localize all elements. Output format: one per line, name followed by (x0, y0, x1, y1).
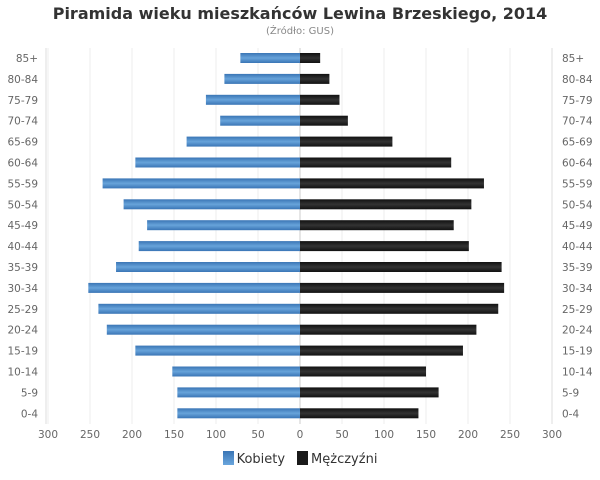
legend-label: Kobiety (236, 452, 286, 467)
bar-kobiety (177, 408, 300, 419)
category-label-right: 70-74 (562, 116, 593, 128)
category-label-right: 50-54 (562, 199, 593, 211)
x-tick-label: 250 (500, 429, 520, 441)
category-label-left: 50-54 (7, 199, 38, 211)
bar-kobiety (98, 303, 301, 314)
x-tick-label: 0 (297, 429, 304, 441)
bar-kobiety (172, 366, 300, 377)
legend-swatch (222, 451, 234, 465)
category-label-left: 65-69 (7, 137, 38, 149)
category-label-right: 0-4 (562, 408, 579, 420)
bar-kobiety (147, 220, 300, 231)
bar-mezczyzni (300, 178, 484, 189)
x-tick-label: 50 (335, 429, 348, 441)
bar-mezczyzni (300, 282, 505, 293)
x-tick-label: 200 (458, 429, 478, 441)
x-tick-label: 250 (80, 429, 100, 441)
category-label-left: 35-39 (7, 262, 38, 274)
bar-kobiety (220, 115, 300, 126)
legend: Kobiety Mężczyźni (0, 451, 600, 467)
bar-mezczyzni (300, 73, 330, 84)
bar-mezczyzni (300, 157, 452, 168)
legend-label: Mężczyźni (311, 452, 378, 467)
bar-mezczyzni (300, 241, 469, 252)
category-label-right: 25-29 (562, 304, 593, 316)
bar-mezczyzni (300, 345, 463, 356)
category-label-right: 40-44 (562, 241, 593, 253)
bar-kobiety (177, 387, 300, 398)
category-label-right: 15-19 (562, 346, 593, 358)
category-label-right: 60-64 (562, 158, 593, 170)
bar-mezczyzni (300, 387, 439, 398)
category-label-left: 15-19 (7, 346, 38, 358)
x-tick-label: 100 (206, 429, 226, 441)
chart-title: Piramida wieku mieszkańców Lewina Brzesk… (52, 4, 548, 23)
category-label-right: 80-84 (562, 74, 593, 86)
bar-kobiety (116, 262, 300, 272)
bar-mezczyzni (300, 408, 419, 419)
bar-kobiety (123, 199, 300, 210)
bar-mezczyzni (300, 262, 502, 272)
category-label-left: 45-49 (7, 220, 38, 232)
category-label-left: 40-44 (7, 241, 38, 253)
category-label-right: 75-79 (562, 95, 593, 107)
category-label-right: 5-9 (562, 387, 579, 399)
x-tick-label: 150 (164, 429, 184, 441)
category-label-left: 20-24 (7, 325, 38, 337)
bar-kobiety (135, 345, 300, 356)
bar-mezczyzni (300, 303, 499, 314)
bar-kobiety (240, 53, 300, 63)
bar-mezczyzni (300, 115, 348, 126)
bar-mezczyzni (300, 136, 393, 147)
category-label-left: 10-14 (7, 367, 38, 379)
bar-mezczyzni (300, 220, 454, 231)
bar-mezczyzni (300, 94, 340, 105)
category-label-right: 10-14 (562, 367, 593, 379)
category-label-left: 5-9 (21, 387, 38, 399)
legend-swatch (297, 451, 309, 465)
category-label-left: 75-79 (7, 95, 38, 107)
x-tick-label: 200 (122, 429, 142, 441)
bar-kobiety (106, 324, 300, 335)
category-label-right: 55-59 (562, 178, 593, 190)
bar-mezczyzni (300, 199, 472, 210)
category-label-right: 35-39 (562, 262, 593, 274)
category-label-right: 20-24 (562, 325, 593, 337)
category-label-left: 25-29 (7, 304, 38, 316)
bar-kobiety (138, 241, 300, 252)
category-label-right: 45-49 (562, 220, 593, 232)
category-label-left: 85+ (16, 53, 38, 65)
category-label-left: 30-34 (7, 283, 38, 295)
bar-kobiety (186, 136, 300, 147)
category-label-left: 80-84 (7, 74, 38, 86)
x-tick-label: 300 (542, 429, 562, 441)
legend-item-kobiety[interactable]: Kobiety (222, 451, 286, 467)
bar-kobiety (135, 157, 300, 168)
bar-mezczyzni (300, 366, 426, 377)
bar-kobiety (102, 178, 300, 189)
category-label-right: 85+ (562, 53, 584, 65)
x-tick-label: 150 (416, 429, 436, 441)
category-label-left: 0-4 (21, 408, 38, 420)
bar-mezczyzni (300, 324, 477, 335)
chart-subtitle: (Źródło: GUS) (266, 26, 334, 37)
category-label-left: 55-59 (7, 178, 38, 190)
bar-kobiety (205, 94, 300, 105)
category-label-right: 65-69 (562, 137, 593, 149)
category-label-left: 60-64 (7, 158, 38, 170)
category-label-right: 30-34 (562, 283, 593, 295)
legend-item-mezczyzni[interactable]: Mężczyźni (297, 451, 377, 467)
x-tick-label: 100 (374, 429, 394, 441)
x-tick-label: 300 (38, 429, 58, 441)
bar-mezczyzni (300, 53, 321, 63)
bar-kobiety (224, 73, 300, 84)
bar-kobiety (88, 282, 300, 293)
x-tick-label: 50 (251, 429, 264, 441)
category-label-left: 70-74 (7, 116, 38, 128)
